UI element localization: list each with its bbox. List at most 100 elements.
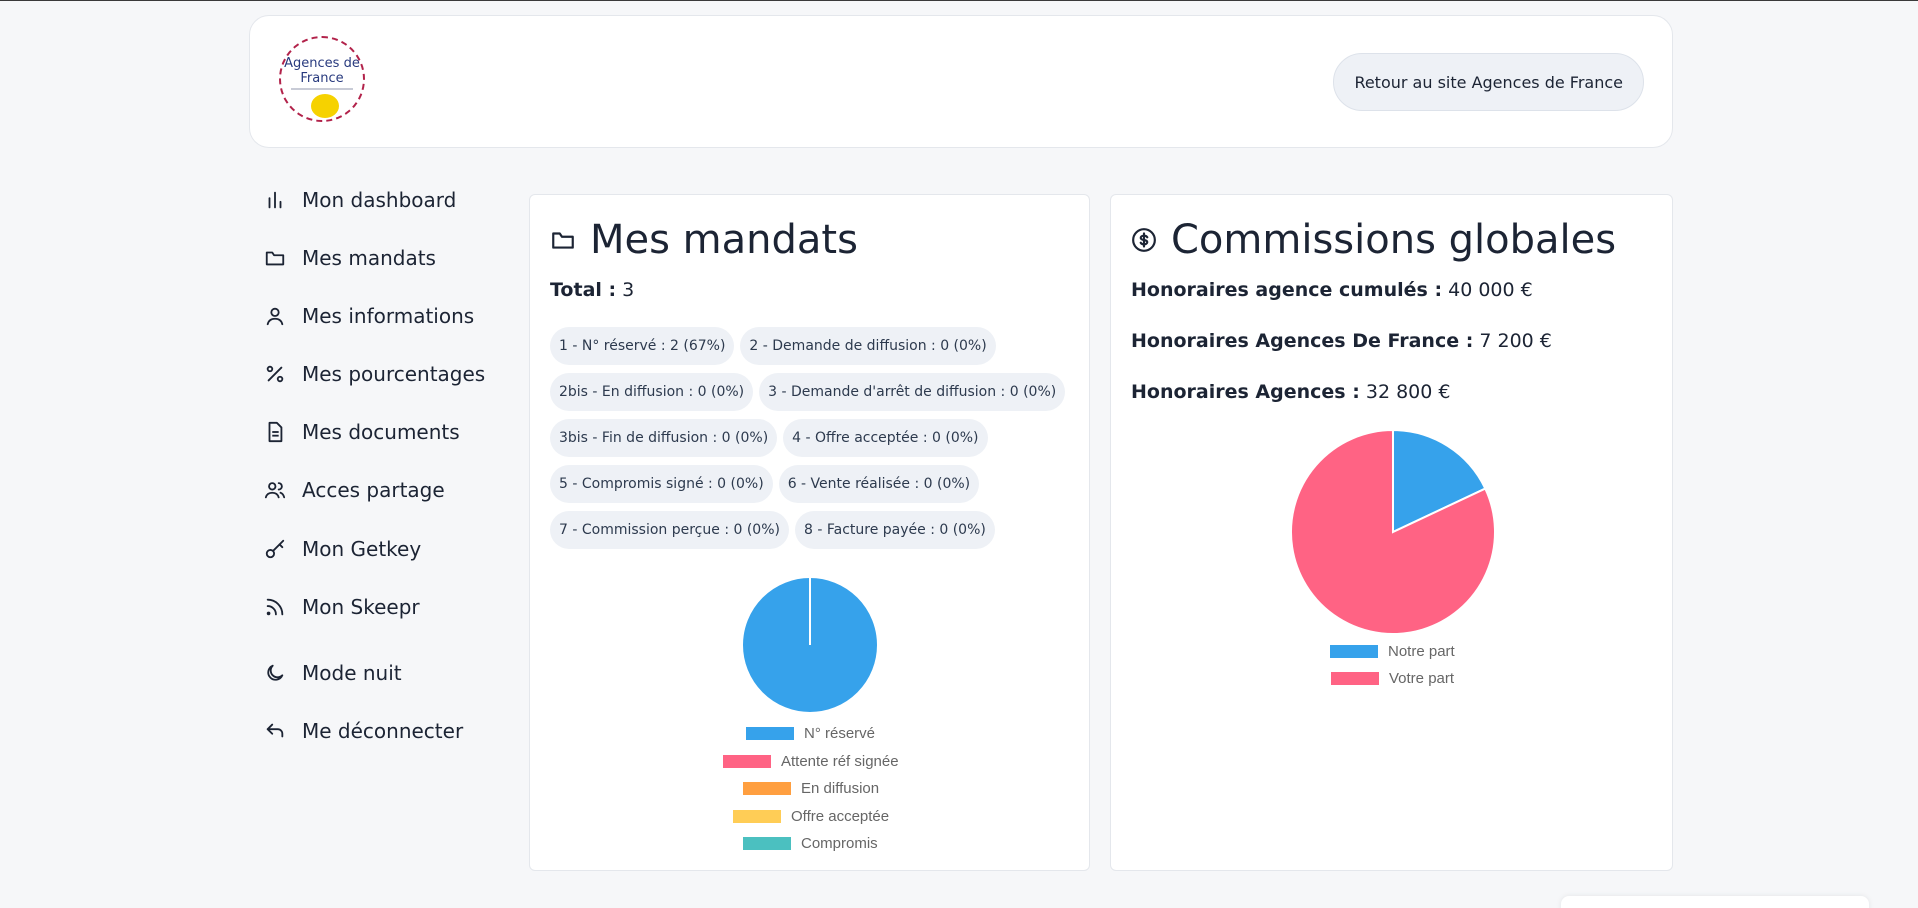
status-pill[interactable]: 5 - Compromis signé : 0 (0%) — [550, 465, 773, 503]
honoraires-value: 7 200 € — [1479, 330, 1552, 352]
sidebar-item-label: Mon dashboard — [302, 188, 457, 212]
commissions-pie-chart[interactable] — [1289, 428, 1497, 636]
total-label: Total : — [550, 279, 617, 301]
legend-swatch — [746, 727, 794, 740]
legend-swatch — [723, 754, 771, 768]
pie-slice-votre-part[interactable] — [1290, 428, 1496, 635]
legend-item[interactable]: Notre part — [1330, 643, 1455, 660]
status-pill-row: 3bis - Fin de diffusion : 0 (0%) 4 - Off… — [550, 419, 1070, 457]
users-icon — [264, 482, 286, 499]
sidebar-item-label: Mes informations — [302, 304, 475, 328]
sidebar-item-mandats[interactable]: Mes mandats — [264, 238, 436, 278]
status-pill[interactable]: 8 - Facture payée : 0 (0%) — [794, 511, 995, 549]
pie-slice-notre-part[interactable] — [1392, 428, 1487, 534]
sidebar-item-pourcentages[interactable]: Mes pourcentages — [264, 354, 485, 394]
back-to-site-button[interactable]: Retour au site Agences de France — [1333, 53, 1644, 111]
honoraires-label: Honoraires Agences De France : — [1131, 330, 1474, 352]
legend-label: N° réservé — [804, 725, 876, 742]
moon-icon — [267, 664, 284, 681]
sidebar-item-label: Mon Skeepr — [302, 595, 420, 619]
honoraires-cumules: Honoraires agence cumulés : 40 000 € — [1131, 279, 1533, 301]
sidebar-item-label: Mes pourcentages — [302, 362, 486, 386]
document-icon — [268, 421, 283, 443]
logout-button[interactable]: Me déconnecter — [264, 711, 463, 751]
logout-icon — [266, 723, 284, 738]
status-pill[interactable]: 3 - Demande d'arrêt de diffusion : 0 (0%… — [759, 373, 1066, 411]
sidebar-item-skeepr[interactable]: Mon Skeepr — [264, 587, 420, 627]
mandats-title: Mes mandats — [550, 217, 858, 263]
commissions-chart-legend: Notre part Votre part — [1111, 643, 1674, 703]
status-pill[interactable]: 1 - N° réservé : 2 (67%) — [550, 327, 735, 365]
mandats-chart-legend: N° réservé Attente réf signée En diffusion… — [530, 725, 1091, 865]
folder-icon — [265, 251, 285, 266]
honoraires-label: Honoraires Agences : — [1131, 381, 1360, 403]
status-pill-row: 5 - Compromis signé : 0 (0%) 6 - Vente r… — [550, 465, 1070, 503]
mandats-pie-chart[interactable] — [740, 575, 880, 715]
legend-swatch — [733, 809, 781, 823]
legend-label: Notre part — [1388, 643, 1455, 660]
legend-item[interactable]: Offre acceptée — [733, 808, 889, 825]
status-pills: 1 - N° réservé : 2 (67%) 2 - Demande de … — [550, 327, 1070, 557]
mandats-total: Total : 3 — [550, 279, 634, 301]
honoraires-value: 40 000 € — [1448, 279, 1533, 301]
mandats-title-text: Mes mandats — [590, 217, 858, 263]
sidebar-item-informations[interactable]: Mes informations — [264, 296, 474, 336]
sidebar-item-label: Mode nuit — [302, 661, 402, 685]
sidebar-item-label: Mes mandats — [302, 246, 436, 270]
status-pill[interactable]: 3bis - Fin de diffusion : 0 (0%) — [550, 419, 778, 457]
status-pill-row: 2bis - En diffusion : 0 (0%) 3 - Demande… — [550, 373, 1070, 411]
sidebar-item-documents[interactable]: Mes documents — [264, 412, 460, 452]
legend-item[interactable]: En diffusion — [743, 780, 879, 797]
status-pill-row: 7 - Commission perçue : 0 (0%) 8 - Factu… — [550, 511, 1070, 549]
total-value: 3 — [622, 279, 635, 301]
status-pill[interactable]: 2 - Demande de diffusion : 0 (0%) — [740, 327, 996, 365]
sidebar-item-label: Acces partage — [302, 478, 445, 502]
sidebar-item-dashboard[interactable]: Mon dashboard — [264, 180, 456, 220]
legend-swatch — [743, 782, 791, 795]
legend-item[interactable]: Compromis — [743, 835, 878, 852]
legend-label: Offre acceptée — [791, 807, 890, 825]
legend-swatch — [743, 837, 791, 850]
rss-icon — [266, 598, 284, 616]
status-pill[interactable]: 7 - Commission perçue : 0 (0%) — [550, 511, 789, 549]
honoraires-value: 32 800 € — [1365, 381, 1451, 403]
legend-label: Votre part — [1389, 670, 1455, 687]
legend-item[interactable]: Votre part — [1331, 670, 1454, 687]
bottom-widget[interactable] — [1561, 896, 1869, 908]
honoraires-label: Honoraires agence cumulés : — [1131, 279, 1443, 301]
honoraires-adf: Honoraires Agences De France : 7 200 € — [1131, 330, 1552, 352]
logo-badge — [311, 94, 339, 118]
legend-item[interactable]: N° réservé — [746, 725, 875, 742]
sidebar-item-label: Me déconnecter — [302, 719, 464, 743]
dollar-coin-icon — [1132, 228, 1156, 252]
legend-label: En diffusion — [801, 780, 880, 797]
header: Agences de France Retour au site Agences… — [249, 15, 1673, 148]
percent-icon — [266, 365, 284, 383]
sidebar-item-label: Mes documents — [302, 420, 460, 444]
status-pill[interactable]: 2bis - En diffusion : 0 (0%) — [550, 373, 754, 411]
commissions-title-text: Commissions globales — [1171, 217, 1617, 263]
mandats-card: Mes mandats Total : 3 1 - N° réservé : 2… — [529, 194, 1090, 871]
logo-text: Agences de France — [284, 56, 360, 86]
key-icon — [265, 539, 285, 559]
legend-label: Compromis — [801, 835, 878, 852]
commissions-title: Commissions globales — [1131, 217, 1616, 263]
status-pill[interactable]: 6 - Vente réalisée : 0 (0%) — [778, 465, 980, 503]
legend-item[interactable]: Attente réf signée — [723, 753, 899, 770]
sidebar-item-acces-partage[interactable]: Acces partage — [264, 470, 445, 510]
sidebar-item-getkey[interactable]: Mon Getkey — [264, 529, 421, 569]
status-pill-row: 1 - N° réservé : 2 (67%) 2 - Demande de … — [550, 327, 1070, 365]
logo-divider — [291, 88, 353, 90]
user-icon — [266, 307, 284, 326]
agences-de-france-logo[interactable]: Agences de France — [279, 36, 365, 122]
commissions-card: Commissions globales Honoraires agence c… — [1110, 194, 1673, 871]
dark-mode-toggle[interactable]: Mode nuit — [264, 653, 402, 693]
bar-chart-icon — [268, 191, 282, 209]
legend-label: Attente réf signée — [781, 752, 899, 770]
status-pill[interactable]: 4 - Offre acceptée : 0 (0%) — [783, 419, 988, 457]
legend-swatch — [1331, 672, 1379, 685]
folder-icon — [552, 232, 574, 249]
sidebar-item-label: Mon Getkey — [302, 537, 422, 561]
honoraires-agences: Honoraires Agences : 32 800 € — [1131, 381, 1450, 403]
legend-swatch — [1330, 645, 1378, 658]
